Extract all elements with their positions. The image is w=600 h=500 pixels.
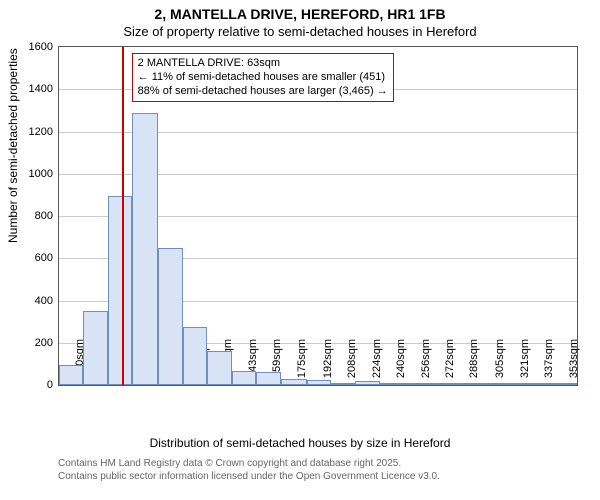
histogram-bar [380,383,404,385]
y-tick-label: 400 [35,295,53,307]
chart-title-line2: Size of property relative to semi-detach… [0,24,600,39]
x-tick-label: 256sqm [420,339,432,389]
histogram-bar [256,372,280,385]
histogram-bar [207,351,231,385]
histogram-bar [158,248,182,385]
x-tick-label: 240sqm [395,339,407,389]
y-axis-label: Number of semi-detached properties [6,48,20,243]
credits-line1: Contains HM Land Registry data © Crown c… [58,458,440,471]
y-tick-label: 600 [35,252,53,264]
y-tick-label: 1400 [29,83,53,95]
marker-line [122,47,124,385]
annotation-box: 2 MANTELLA DRIVE: 63sqm← 11% of semi-det… [132,53,394,102]
x-tick-label: 272sqm [444,339,456,389]
histogram-bar [528,383,552,385]
histogram-bar [429,383,453,385]
x-axis-label: Distribution of semi-detached houses by … [0,436,600,450]
histogram-bar [478,383,504,385]
credits-text: Contains HM Land Registry data © Crown c… [58,458,440,483]
y-tick-label: 200 [35,337,53,349]
histogram-bar [183,327,207,385]
x-tick-label: 353sqm [568,339,580,389]
x-tick-label: 305sqm [494,339,506,389]
chart-title-line1: 2, MANTELLA DRIVE, HEREFORD, HR1 1FB [0,6,600,22]
plot-area: 0200400600800100012001400160030sqm46sqm6… [58,46,578,386]
y-tick-label: 1600 [29,41,53,53]
credits-line2: Contains public sector information licen… [58,471,440,484]
y-tick-label: 0 [47,379,53,391]
histogram-bar [281,379,307,385]
y-tick-label: 1200 [29,126,53,138]
histogram-bar [132,113,158,386]
chart-container: { "title_line1": "2, MANTELLA DRIVE, HER… [0,0,600,500]
histogram-bar [404,383,428,385]
histogram-bar [331,383,355,385]
annotation-line2: ← 11% of semi-detached houses are smalle… [138,71,388,85]
histogram-bar [553,383,577,385]
histogram-bar [504,383,528,385]
histogram-bar [59,365,83,385]
histogram-bar [453,383,477,385]
histogram-bar [307,380,331,385]
annotation-line3: 88% of semi-detached houses are larger (… [138,85,388,99]
x-tick-label: 337sqm [543,339,555,389]
histogram-bar [232,371,256,385]
histogram-bar [83,311,107,385]
y-tick-label: 800 [35,210,53,222]
y-tick-label: 1000 [29,168,53,180]
x-tick-label: 288sqm [468,339,480,389]
histogram-bar [355,381,379,385]
annotation-line1: 2 MANTELLA DRIVE: 63sqm [138,57,388,71]
x-tick-label: 321sqm [519,339,531,389]
histogram-bar [108,196,132,385]
